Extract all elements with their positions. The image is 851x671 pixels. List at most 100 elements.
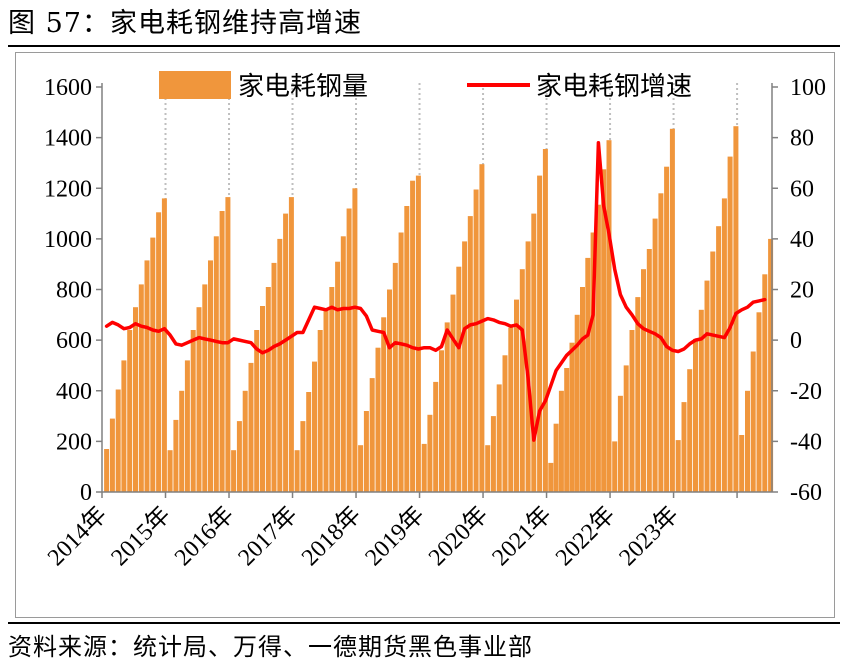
volume-bar bbox=[687, 369, 693, 492]
volume-bar bbox=[300, 421, 306, 492]
x-tick-label: 2019年 bbox=[360, 501, 430, 571]
volume-bar bbox=[115, 389, 121, 492]
volume-bar bbox=[745, 390, 750, 493]
y-left-tick-label: 200 bbox=[56, 429, 92, 455]
volume-bar bbox=[693, 338, 698, 492]
x-tick-label: 2023年 bbox=[614, 501, 684, 571]
volume-bar bbox=[156, 212, 162, 493]
volume-bar bbox=[271, 262, 277, 492]
volume-bar bbox=[236, 421, 242, 492]
volume-bar bbox=[375, 347, 381, 492]
volume-bar bbox=[184, 360, 190, 492]
volume-bar bbox=[612, 441, 618, 492]
volume-bar bbox=[433, 381, 439, 492]
volume-bar bbox=[502, 355, 508, 492]
volume-bar bbox=[739, 435, 745, 492]
volume-bar bbox=[127, 330, 133, 492]
volume-bar bbox=[231, 450, 237, 492]
y-right-tick-label: 60 bbox=[790, 176, 814, 202]
volume-bar bbox=[519, 269, 525, 492]
volume-bar bbox=[254, 330, 260, 492]
x-tick-label: 2020年 bbox=[423, 501, 493, 571]
volume-bar bbox=[675, 440, 681, 492]
volume-bar bbox=[121, 360, 127, 492]
volume-bar bbox=[641, 269, 646, 492]
y-left-tick-label: 400 bbox=[56, 379, 92, 405]
volume-bar bbox=[553, 423, 559, 492]
volume-bar bbox=[265, 287, 271, 492]
volume-bar bbox=[104, 449, 110, 492]
volume-bar bbox=[681, 402, 687, 492]
volume-bar bbox=[415, 175, 421, 492]
source-rule bbox=[8, 622, 840, 624]
volume-bar bbox=[710, 251, 716, 492]
y-left-tick-label: 600 bbox=[56, 328, 92, 354]
volume-bar bbox=[617, 395, 623, 492]
y-right-tick-label: 100 bbox=[790, 75, 826, 101]
y-left-tick-label: 0 bbox=[80, 480, 92, 506]
volume-bar bbox=[467, 216, 473, 492]
y-left-tick-label: 800 bbox=[56, 278, 92, 304]
volume-bar bbox=[439, 350, 444, 493]
volume-bar bbox=[346, 208, 352, 492]
x-tick-label: 2017年 bbox=[233, 501, 303, 571]
volume-bar bbox=[144, 260, 150, 492]
volume-bar bbox=[161, 198, 167, 492]
volume-bar bbox=[352, 188, 358, 493]
volume-bar bbox=[537, 175, 543, 492]
volume-bar bbox=[109, 418, 115, 492]
y-left-tick-label: 1000 bbox=[44, 227, 92, 253]
volume-bar bbox=[762, 274, 768, 492]
volume-bar bbox=[392, 262, 398, 492]
volume-bar bbox=[652, 218, 658, 492]
volume-bar bbox=[646, 249, 652, 492]
volume-bar bbox=[558, 390, 564, 493]
legend: 家电耗钢量 家电耗钢增速 bbox=[159, 71, 692, 102]
volume-bar bbox=[312, 361, 317, 492]
volume-bar bbox=[514, 299, 519, 492]
volume-bar bbox=[248, 362, 254, 492]
volume-bar bbox=[190, 330, 196, 492]
volume-bar bbox=[756, 312, 762, 492]
volume-bar bbox=[704, 280, 710, 492]
y-left-tick-label: 1600 bbox=[44, 75, 92, 101]
volume-bar bbox=[335, 261, 341, 492]
x-tick-label: 2015年 bbox=[106, 501, 176, 571]
volume-bar bbox=[531, 213, 537, 492]
volume-bar bbox=[548, 462, 554, 492]
volume-bar bbox=[225, 197, 231, 492]
volume-bar bbox=[410, 180, 416, 492]
volume-bar bbox=[340, 236, 346, 492]
volume-bar bbox=[323, 309, 329, 493]
volume-bar bbox=[167, 450, 173, 492]
y-left-tick-label: 1400 bbox=[44, 126, 92, 152]
volume-bar bbox=[768, 238, 774, 492]
volume-bar bbox=[381, 317, 387, 492]
volume-bar bbox=[479, 164, 485, 492]
y-right-tick-label: -40 bbox=[790, 429, 822, 455]
figure-title: 图 57：家电耗钢维持高增速 bbox=[8, 8, 362, 39]
volume-bar bbox=[606, 140, 612, 492]
y-right-tick-label: 0 bbox=[790, 328, 802, 354]
volume-bar bbox=[283, 213, 289, 492]
volume-bar bbox=[387, 289, 392, 492]
volume-bar bbox=[542, 149, 548, 492]
volume-bar bbox=[590, 232, 596, 492]
volume-bar bbox=[288, 197, 294, 492]
volume-bar bbox=[569, 342, 575, 492]
volume-bar bbox=[427, 414, 433, 492]
volume-bar bbox=[721, 198, 727, 492]
volume-bar bbox=[363, 411, 369, 492]
volume-bar bbox=[635, 297, 641, 492]
volume-bar bbox=[202, 284, 208, 492]
volume-bar bbox=[294, 450, 300, 492]
legend-bar-label: 家电耗钢量 bbox=[238, 72, 368, 102]
volume-bar bbox=[485, 445, 491, 492]
volume-bar bbox=[508, 327, 514, 492]
y-right-tick-label: -20 bbox=[790, 379, 822, 405]
volume-bar bbox=[173, 419, 179, 492]
growth-rate-line bbox=[104, 140, 767, 442]
volume-bar bbox=[658, 193, 664, 493]
volume-bar bbox=[398, 232, 404, 492]
legend-bar-swatch bbox=[159, 71, 231, 99]
